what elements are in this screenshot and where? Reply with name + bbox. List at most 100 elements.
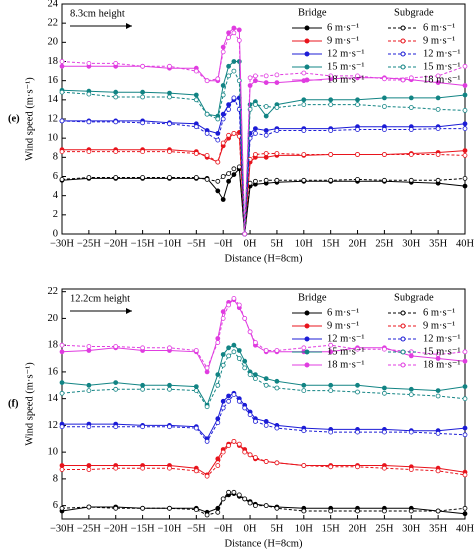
plot-frame bbox=[61, 288, 466, 520]
annotation: 12.2cm height bbox=[70, 293, 130, 304]
x-tick-label: −5H bbox=[187, 238, 206, 249]
data-point bbox=[408, 152, 414, 157]
data-point bbox=[226, 443, 232, 448]
data-point bbox=[193, 68, 199, 74]
data-point bbox=[435, 352, 441, 357]
data-point bbox=[59, 59, 65, 64]
y-tick-label: 18 bbox=[48, 56, 59, 67]
data-point bbox=[252, 130, 258, 136]
series bbox=[59, 130, 468, 237]
data-point bbox=[408, 386, 414, 392]
data-point bbox=[381, 346, 387, 352]
legend-label: 6 m·s⁻¹ bbox=[327, 307, 359, 318]
data-point bbox=[59, 149, 65, 155]
data-point bbox=[355, 73, 360, 79]
data-point bbox=[381, 76, 387, 82]
series-line bbox=[61, 166, 466, 235]
x-tick-label: 5H bbox=[271, 238, 284, 249]
data-point bbox=[226, 35, 232, 40]
data-point bbox=[86, 504, 92, 510]
data-point bbox=[113, 380, 119, 386]
data-point bbox=[435, 80, 441, 85]
data-point bbox=[220, 352, 226, 357]
data-point bbox=[252, 372, 258, 378]
data-point bbox=[462, 425, 468, 431]
data-point bbox=[113, 386, 119, 392]
data-point bbox=[167, 345, 172, 351]
data-point bbox=[355, 102, 360, 107]
data-point bbox=[59, 467, 65, 472]
y-tick-label: 10 bbox=[48, 447, 59, 458]
data-point bbox=[231, 95, 237, 101]
data-point bbox=[242, 405, 248, 411]
data-point bbox=[236, 398, 242, 404]
data-point bbox=[86, 388, 92, 394]
data-point bbox=[226, 73, 232, 79]
data-point bbox=[381, 385, 387, 391]
data-point bbox=[247, 329, 253, 335]
data-point bbox=[274, 378, 280, 384]
data-point bbox=[408, 467, 414, 472]
data-point bbox=[328, 97, 334, 103]
series bbox=[59, 349, 468, 410]
data-point bbox=[215, 137, 221, 143]
data-point bbox=[462, 108, 468, 113]
series-line bbox=[61, 491, 466, 516]
data-point bbox=[301, 102, 307, 107]
y-tick-label: 20 bbox=[48, 313, 59, 324]
data-point bbox=[193, 92, 199, 98]
data-point bbox=[215, 76, 221, 82]
data-point bbox=[408, 95, 414, 101]
data-point bbox=[231, 172, 237, 178]
data-point bbox=[204, 438, 210, 444]
legend-title: Subgrade bbox=[394, 7, 434, 18]
data-point bbox=[220, 111, 226, 117]
data-point bbox=[226, 132, 232, 138]
data-point bbox=[231, 295, 237, 301]
x-tick-label: 5H bbox=[271, 523, 284, 534]
data-point bbox=[408, 353, 414, 359]
data-point bbox=[113, 344, 119, 349]
data-point bbox=[86, 61, 92, 66]
plot-frame bbox=[61, 3, 466, 235]
data-point bbox=[462, 505, 468, 511]
data-point bbox=[215, 159, 221, 165]
data-point bbox=[435, 95, 441, 101]
data-point bbox=[113, 424, 119, 430]
data-point bbox=[140, 465, 146, 471]
data-point bbox=[274, 460, 280, 466]
data-point bbox=[263, 151, 269, 156]
x-tick-label: 0H bbox=[244, 523, 257, 534]
data-point bbox=[220, 197, 226, 202]
data-point bbox=[435, 107, 441, 112]
data-point bbox=[355, 127, 360, 132]
x-tick-label: 20H bbox=[348, 238, 367, 249]
data-point bbox=[435, 126, 441, 132]
data-point bbox=[204, 78, 210, 84]
legend-label: 12 m·s⁻¹ bbox=[423, 48, 461, 59]
data-point bbox=[381, 508, 387, 514]
legend-marker bbox=[400, 362, 406, 368]
y-tick-label: 20 bbox=[48, 37, 59, 48]
data-point bbox=[231, 438, 237, 444]
data-point bbox=[462, 358, 468, 364]
series-line bbox=[61, 299, 466, 374]
legend-label: 9 m·s⁻¹ bbox=[327, 320, 359, 331]
data-point bbox=[328, 73, 334, 79]
data-point bbox=[140, 94, 146, 100]
legend-label: 18 m·s⁻¹ bbox=[327, 74, 365, 85]
x-tick-label: −25H bbox=[77, 238, 101, 249]
legend-label: 15 m·s⁻¹ bbox=[423, 61, 461, 72]
data-point bbox=[86, 424, 92, 430]
data-point bbox=[381, 465, 387, 471]
data-point bbox=[263, 80, 269, 85]
data-point bbox=[263, 422, 269, 428]
data-point bbox=[193, 151, 199, 156]
data-point bbox=[59, 342, 65, 348]
series-line bbox=[62, 27, 466, 235]
data-point bbox=[59, 390, 65, 396]
y-tick-label: 22 bbox=[48, 286, 59, 297]
data-point bbox=[462, 183, 468, 189]
series bbox=[59, 342, 468, 408]
data-point bbox=[236, 302, 242, 308]
